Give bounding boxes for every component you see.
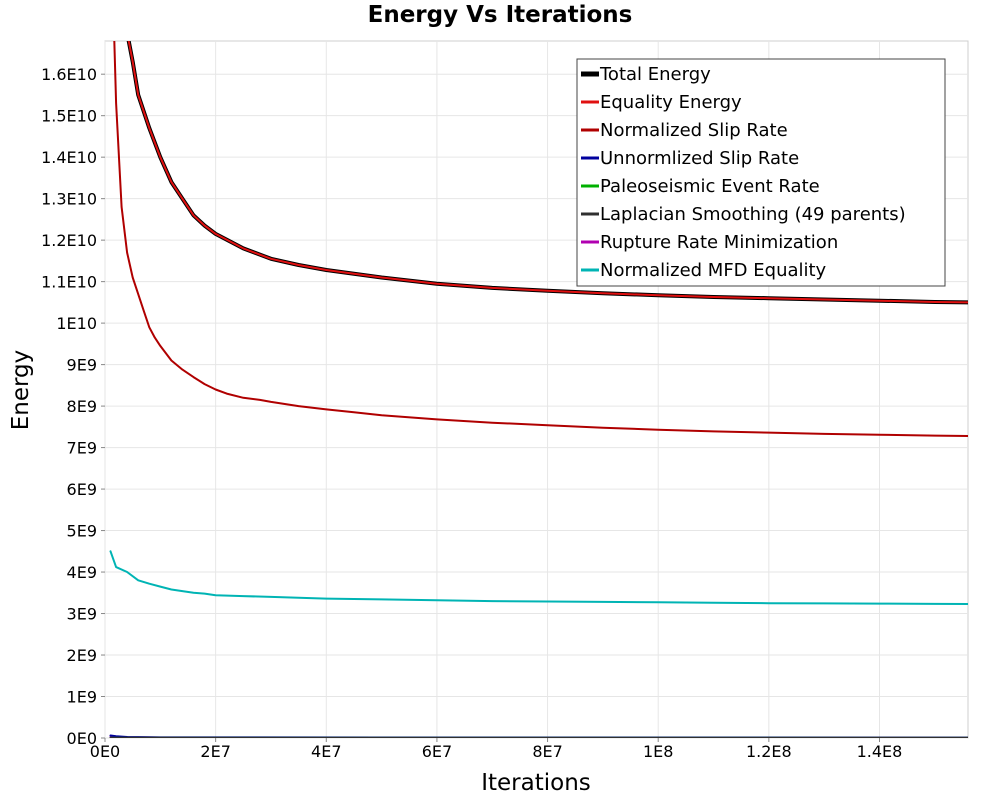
legend-label: Total Energy — [599, 64, 711, 85]
y-tick-label: 1.3E10 — [41, 190, 97, 209]
series-line-7 — [109, 550, 968, 605]
legend: Total Energy Equality Energy Normalized Sl… — [576, 58, 946, 287]
y-tick-label: 1.2E10 — [41, 231, 97, 250]
y-tick-label: 7E9 — [67, 439, 97, 458]
y-tick-label: 4E9 — [67, 563, 97, 582]
x-axis-label: Iterations — [481, 770, 591, 796]
series-lines — [109, 41, 968, 738]
legend-label: Equality Energy — [600, 92, 742, 113]
y-tick-label: 0E0 — [67, 729, 97, 748]
x-tick-label: 2E7 — [200, 742, 230, 761]
y-tick-label: 8E9 — [67, 397, 97, 416]
x-tick-label: 0E0 — [90, 742, 120, 761]
y-tick-label: 5E9 — [67, 522, 97, 541]
x-tick-label: 1.2E8 — [746, 742, 792, 761]
x-tick-label: 1E8 — [643, 742, 673, 761]
x-tick-label: 1.4E8 — [857, 742, 903, 761]
x-axis-ticks: 0E0 2E7 4E7 6E7 8E7 1E8 1.2E8 1.4E8 — [90, 738, 903, 761]
y-tick-label: 3E9 — [67, 605, 97, 624]
y-axis-label: Energy — [8, 350, 34, 431]
x-tick-label: 4E7 — [311, 742, 341, 761]
legend-label: Normalized MFD Equality — [600, 260, 827, 281]
legend-label: Normalized Slip Rate — [600, 120, 788, 141]
y-tick-label: 1.1E10 — [41, 273, 97, 292]
legend-label: Unnormlized Slip Rate — [600, 148, 799, 169]
series-line-2 — [113, 41, 968, 437]
legend-box — [576, 58, 946, 287]
x-tick-label: 8E7 — [532, 742, 562, 761]
y-axis-ticks: 0E0 1E9 2E9 3E9 4E9 5E9 6E9 7E9 8E9 9E9 1E10 1.1E10… — [41, 65, 105, 748]
y-tick-label: 1.5E10 — [41, 107, 97, 126]
chart-title: Energy Vs Iterations — [368, 2, 633, 28]
y-tick-label: 1E10 — [56, 314, 97, 333]
y-tick-label: 6E9 — [67, 480, 97, 499]
x-tick-label: 6E7 — [422, 742, 452, 761]
y-tick-label: 1E9 — [67, 688, 97, 707]
y-tick-label: 1.4E10 — [41, 148, 97, 167]
y-tick-label: 1.6E10 — [41, 65, 97, 84]
series-line-1 — [127, 41, 968, 304]
legend-label: Laplacian Smoothing (49 parents) — [600, 204, 906, 225]
y-tick-label: 2E9 — [67, 646, 97, 665]
legend-label: Rupture Rate Minimization — [600, 232, 838, 253]
y-tick-label: 9E9 — [67, 356, 97, 375]
legend-label: Paleoseismic Event Rate — [600, 176, 820, 197]
